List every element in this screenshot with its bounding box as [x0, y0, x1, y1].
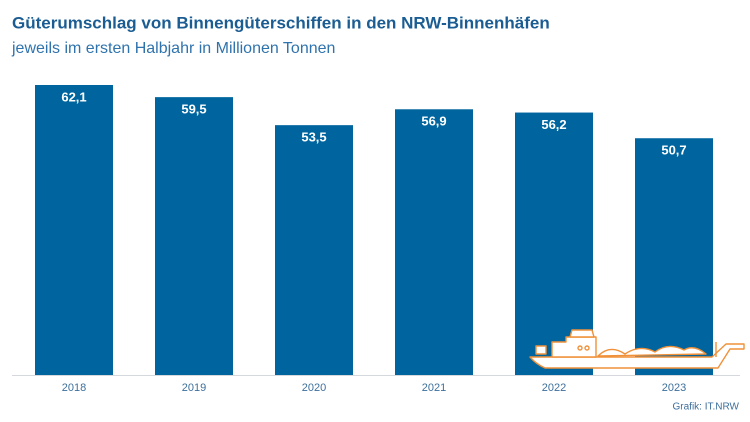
value-label: 50,7 [661, 143, 686, 158]
value-label: 53,5 [301, 130, 326, 145]
x-tick-label: 2021 [422, 382, 446, 394]
x-tick-label: 2019 [182, 382, 206, 394]
value-label: 56,2 [541, 117, 566, 132]
chart-title: Güterumschlag von Binnengüterschiffen in… [12, 13, 550, 32]
value-label: 59,5 [181, 102, 206, 117]
bar [275, 125, 353, 375]
bar [35, 84, 113, 376]
x-tick-label: 2022 [542, 382, 566, 394]
source: Grafik: IT.NRW [673, 402, 740, 413]
value-label: 62,1 [61, 89, 86, 104]
ship-illustration [529, 329, 745, 369]
x-tick-label: 2020 [302, 382, 326, 394]
x-tick-label: 2018 [62, 382, 86, 394]
chart-subtitle: jeweils im ersten Halbjahr in Millionen … [11, 40, 335, 57]
x-tick-label: 2023 [662, 382, 686, 394]
bar [155, 97, 233, 375]
bar [635, 138, 713, 375]
bar [395, 109, 473, 375]
bars [35, 84, 713, 376]
value-label: 56,9 [421, 114, 446, 129]
